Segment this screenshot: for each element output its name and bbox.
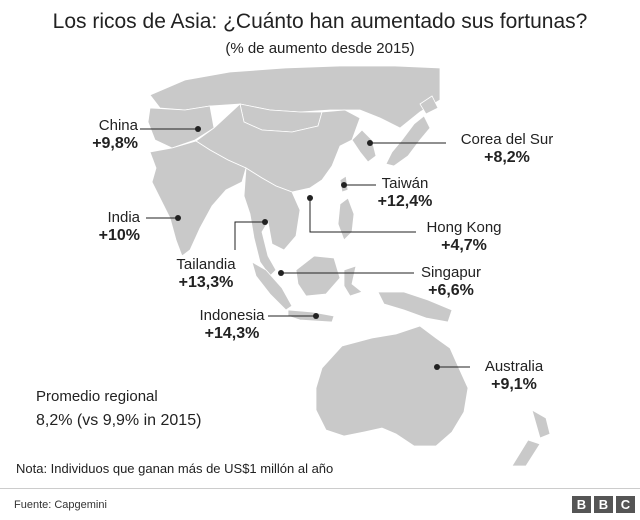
japan-shape	[385, 115, 431, 167]
label-indonesia: Indonesia +14,3%	[190, 307, 274, 343]
sulawesi-shape	[343, 265, 363, 297]
regional-value: 8,2% (vs 9,9% in 2015)	[36, 412, 202, 429]
label-singapore: Singapur +6,6%	[416, 264, 486, 300]
label-india: India +10%	[70, 209, 140, 245]
country-value: +8,2%	[484, 149, 530, 166]
regional-average: Promedio regional 8,2% (vs 9,9% in 2015)	[36, 386, 201, 432]
country-value: +6,6%	[428, 282, 474, 299]
country-value: +4,7%	[441, 237, 487, 254]
bbc-logo-letter: C	[616, 496, 635, 513]
country-value: +9,8%	[92, 135, 138, 152]
map-title: Los ricos de Asia: ¿Cuánto han aumentado…	[52, 10, 588, 33]
country-name: Indonesia	[199, 307, 265, 324]
taiwan-marker	[341, 182, 347, 188]
new-zealand-north-shape	[531, 409, 551, 439]
country-name: India	[107, 209, 140, 226]
bbc-logo: B B C	[572, 496, 635, 513]
south-korea-marker	[367, 140, 373, 146]
country-name: Singapur	[420, 264, 482, 281]
india-shape	[149, 140, 247, 257]
hong-kong-marker	[307, 195, 313, 201]
new-zealand-south-shape	[511, 439, 541, 467]
hokkaido-shape	[419, 95, 439, 115]
country-value: +12,4%	[377, 193, 433, 210]
russia-shape	[149, 65, 441, 129]
india-marker	[175, 215, 181, 221]
country-name: Corea del Sur	[460, 131, 554, 148]
regional-label: Promedio regional	[36, 388, 158, 405]
label-china: China +9,8%	[60, 117, 138, 153]
new-guinea-shape	[377, 291, 453, 323]
country-name: China	[98, 117, 138, 134]
landmass	[147, 65, 551, 467]
label-thailand: Tailandia +13,3%	[160, 256, 252, 292]
borneo-shape	[295, 255, 341, 297]
australia-shape	[315, 325, 469, 447]
footer-divider	[0, 488, 640, 489]
singapore-marker	[278, 270, 284, 276]
country-value: +9,1%	[491, 376, 537, 393]
footnote: Nota: Individuos que ganan más de US$1 m…	[16, 461, 334, 476]
indochina-shape	[243, 167, 301, 277]
bbc-logo-letter: B	[594, 496, 613, 513]
label-australia: Australia +9,1%	[474, 358, 554, 394]
bbc-logo-letter: B	[572, 496, 591, 513]
country-name: Hong Kong	[426, 219, 502, 236]
thailand-marker	[262, 219, 268, 225]
country-name: Taiwán	[381, 175, 429, 192]
markers	[175, 126, 440, 370]
sumatra-shape	[251, 261, 293, 311]
country-value: +14,3%	[204, 325, 260, 342]
country-name: Australia	[484, 358, 544, 375]
label-hong-kong: Hong Kong +4,7%	[416, 219, 512, 255]
central-asia-shape	[147, 105, 215, 149]
australia-marker	[434, 364, 440, 370]
map-subtitle: (% de aumento desde 2015)	[225, 40, 415, 57]
korea-shape	[351, 129, 377, 163]
country-value: +13,3%	[178, 274, 234, 291]
indonesia-marker	[313, 313, 319, 319]
label-taiwan: Taiwán +12,4%	[376, 175, 434, 211]
label-south-korea: Corea del Sur +8,2%	[450, 131, 564, 167]
country-value: +10%	[98, 227, 140, 244]
country-name: Tailandia	[176, 256, 236, 273]
leader-lines	[140, 128, 470, 368]
philippines-shape	[337, 197, 355, 241]
china-marker	[195, 126, 201, 132]
source-credit: Fuente: Capgemini	[14, 499, 107, 511]
